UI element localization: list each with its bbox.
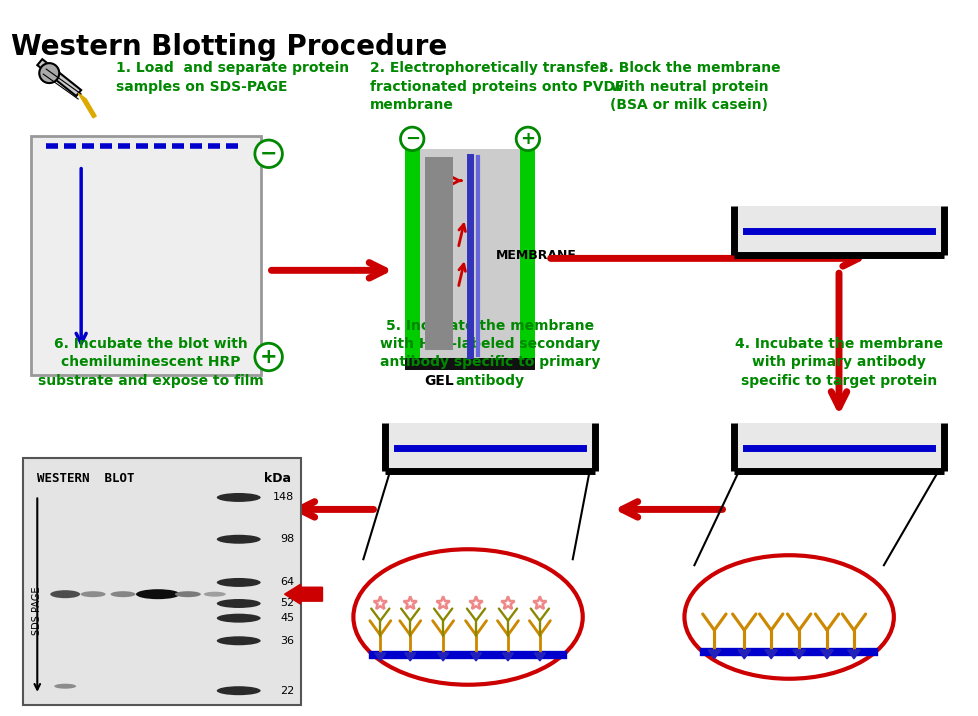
Text: −: − [259,144,277,164]
Text: 45: 45 [280,613,294,623]
Ellipse shape [54,684,76,689]
Text: 4. Incubate the membrane
with primary antibody
specific to target protein: 4. Incubate the membrane with primary an… [734,337,942,388]
Bar [405,358,534,370]
Polygon shape [820,650,832,659]
Ellipse shape [136,589,180,599]
Ellipse shape [216,535,260,543]
FancyArrow shape [285,584,322,604]
Text: WESTERN  BLOT: WESTERN BLOT [37,472,135,485]
Polygon shape [37,59,81,96]
Text: 6. Incubate the blot with
chemiluminescent HRP
substrate and expose to film: 6. Incubate the blot with chemiluminesce… [38,337,263,388]
Text: kDa: kDa [263,472,290,485]
Polygon shape [764,650,777,659]
Bar [424,157,453,350]
Text: +: + [520,130,535,147]
Polygon shape [534,653,545,661]
Ellipse shape [111,591,135,597]
Polygon shape [375,653,385,661]
Text: MEMBRANE: MEMBRANE [496,249,576,262]
Text: SDS PAGE: SDS PAGE [32,587,42,635]
Text: 5. Incubate the membrane
with HRP-labeled secondary
antibody specific to primary: 5. Incubate the membrane with HRP-labele… [379,319,600,388]
Bar [736,205,940,256]
Ellipse shape [203,591,226,596]
Text: 98: 98 [280,534,294,544]
Polygon shape [469,653,481,661]
Bar [420,149,519,358]
Text: 22: 22 [280,686,294,696]
Ellipse shape [216,614,260,623]
Bar [519,149,534,370]
Polygon shape [404,653,416,661]
Polygon shape [737,650,750,659]
Text: Western Blotting Procedure: Western Blotting Procedure [12,33,447,62]
Ellipse shape [50,590,80,598]
Text: −: − [404,130,420,147]
Ellipse shape [175,591,200,597]
Ellipse shape [216,637,260,645]
Bar [387,422,592,470]
Bar [736,422,940,470]
Polygon shape [792,650,805,659]
Ellipse shape [684,555,893,679]
Text: 3. Block the membrane
with neutral protein
(BSA or milk casein): 3. Block the membrane with neutral prote… [598,61,779,112]
Ellipse shape [80,591,106,597]
Bar [23,458,300,705]
Polygon shape [502,653,513,661]
Ellipse shape [216,686,260,695]
Polygon shape [847,650,860,659]
Polygon shape [707,650,720,659]
Text: 64: 64 [280,577,294,587]
Bar [405,149,420,370]
Text: 2. Electrophoretically transfer
fractionated proteins onto PVDF
membrane: 2. Electrophoretically transfer fraction… [370,61,624,112]
Bar [31,136,260,375]
Text: GEL: GEL [423,374,454,388]
Ellipse shape [216,578,260,587]
Polygon shape [437,653,448,661]
Polygon shape [78,93,96,118]
Ellipse shape [353,549,582,684]
Ellipse shape [216,493,260,502]
Circle shape [39,63,59,83]
Text: 1. Load  and separate protein
samples on SDS-PAGE: 1. Load and separate protein samples on … [116,61,349,94]
Text: 36: 36 [281,636,294,646]
Text: 148: 148 [273,493,294,503]
Ellipse shape [216,599,260,608]
Text: 52: 52 [280,599,294,609]
Text: +: + [259,347,277,367]
